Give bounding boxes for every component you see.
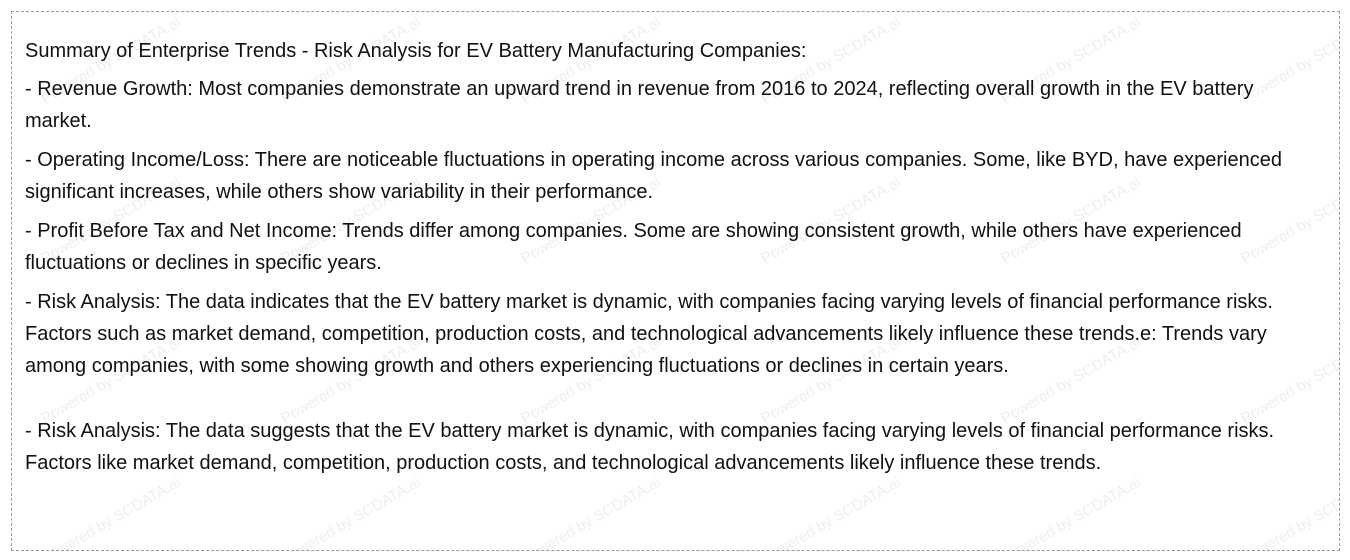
summary-panel: Powered by SCDATA.ai Powered by SCDATA.a… bbox=[11, 11, 1340, 551]
paragraph-profit-net-income: - Profit Before Tax and Net Income: Tren… bbox=[25, 220, 1242, 274]
paragraph-risk-analysis: - Risk Analysis: The data indicates that… bbox=[25, 291, 1273, 377]
paragraph-operating-income: - Operating Income/Loss: There are notic… bbox=[25, 149, 1282, 203]
paragraph-risk-analysis-summary: - Risk Analysis: The data suggests that … bbox=[25, 420, 1275, 474]
summary-title: Summary of Enterprise Trends - Risk Anal… bbox=[25, 40, 807, 62]
summary-content: Summary of Enterprise Trends - Risk Anal… bbox=[25, 35, 1325, 486]
paragraph-revenue-growth: - Revenue Growth: Most companies demonst… bbox=[25, 78, 1254, 132]
